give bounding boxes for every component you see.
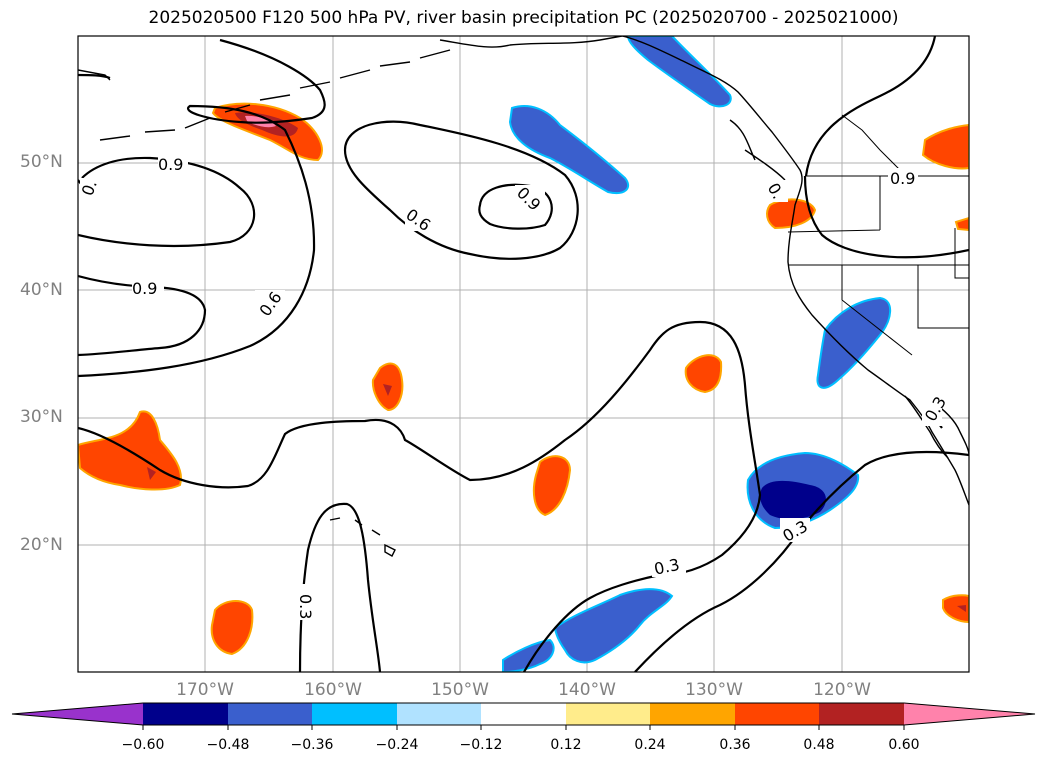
precip-positive-peak (245, 115, 276, 128)
contour-label: 0.3 (652, 555, 681, 579)
precip-negative-area (508, 105, 630, 194)
colorbar-tick-label: −0.60 (121, 737, 165, 753)
lat-label-40n: 40°N (20, 280, 63, 300)
colorbar-bin (819, 703, 904, 725)
colorbar-bin (312, 703, 397, 725)
pv-contour (78, 38, 326, 378)
precip-positive-area (954, 216, 969, 232)
colorbar-tick-label: −0.12 (459, 737, 503, 753)
colorbar-tick-label: 0.24 (634, 737, 666, 753)
colorbar-tick-label: −0.48 (206, 737, 250, 753)
lat-label-50n: 50°N (20, 152, 63, 172)
lon-label-170w: 170°W (176, 680, 234, 700)
contour-labels: 0.9 0.9 0.9 0.6 0.6 0.9 0.3 0.3 0.3 0.3 … (78, 154, 950, 620)
colorbar (11, 702, 1036, 730)
pv-contour (804, 36, 937, 177)
precip-negative-core (760, 480, 826, 520)
colorbar-tick-label: −0.36 (290, 737, 334, 753)
colorbar-tick-label: −0.24 (375, 737, 419, 753)
canada-province-border (841, 114, 906, 177)
precip-positive-core (147, 467, 156, 480)
precip-positive-core (383, 384, 392, 396)
colorbar-bin (650, 703, 735, 725)
pv-contour (343, 120, 579, 260)
precip-positive-area (942, 594, 969, 624)
colorbar-bin (481, 703, 566, 725)
pv-contour (78, 274, 207, 357)
colorbar-bin (143, 703, 228, 725)
contour-label: 0.9 (132, 279, 157, 298)
precip-positive-area (684, 354, 723, 394)
precip-positive-area (532, 455, 572, 517)
pv-contour (478, 183, 553, 230)
colorbar-tick-label: 0.48 (803, 737, 835, 753)
lon-label-160w: 160°W (304, 680, 362, 700)
island-chain (729, 119, 786, 181)
precip-negative-area (502, 638, 555, 672)
contour-label: 0.9 (890, 169, 915, 188)
precip-positive-area (210, 600, 254, 656)
map-frame (77, 35, 970, 673)
pv-contour (78, 320, 762, 672)
lon-label-150w: 150°W (431, 680, 489, 700)
lon-label-120w: 120°W (813, 680, 871, 700)
colorbar-tick-label: 0.12 (550, 737, 582, 753)
negative-precip-areas (502, 36, 892, 672)
pv-contour (78, 73, 111, 80)
coastlines (78, 36, 969, 557)
precip-negative-area (816, 296, 892, 389)
north-america-coast (621, 36, 969, 506)
colorbar-ticks (142, 725, 905, 730)
map-content (78, 36, 969, 672)
colorbar-bin (566, 703, 650, 725)
colorbar-bin (735, 703, 819, 725)
alaska-coast (439, 36, 623, 48)
map-title: 2025020500 F120 500 hPa PV, river basin … (148, 8, 899, 28)
graticule (78, 36, 969, 672)
colorbar-min-extend (12, 703, 143, 725)
lat-label-20n: 20°N (20, 535, 63, 555)
lon-label-130w: 130°W (685, 680, 743, 700)
colorbar-tick-label: 0.60 (888, 737, 920, 753)
pv-contours (78, 36, 969, 672)
precip-negative-area (553, 588, 674, 664)
colorbar-bin (228, 703, 312, 725)
precip-positive-core (957, 605, 966, 612)
precip-positive-area (921, 123, 969, 170)
precip-negative-area (626, 36, 732, 108)
colorbar-bin (397, 703, 481, 725)
state-borders (787, 176, 969, 356)
pv-contour (803, 175, 969, 259)
lon-label-140w: 140°W (558, 680, 616, 700)
contour-label: 0.9 (158, 155, 183, 174)
contour-label: 0. (78, 177, 101, 198)
colorbar-max-extend (904, 703, 1035, 725)
colorbar-tick-label: 0.36 (719, 737, 751, 753)
lat-label-30n: 30°N (20, 407, 63, 427)
contour-label: 0.3 (296, 594, 315, 619)
pv-contour (78, 156, 256, 248)
